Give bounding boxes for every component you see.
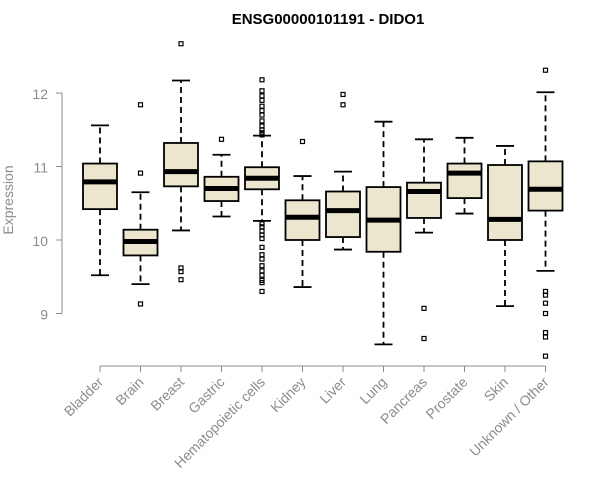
outlier-point (259, 288, 265, 295)
outlier-point (542, 310, 549, 317)
outlier-point (299, 138, 306, 145)
iqr-box (406, 181, 442, 219)
iqr-box (284, 199, 321, 241)
iqr-box (527, 160, 564, 212)
x-tick-label: Breast (147, 374, 187, 414)
outlier-point (259, 263, 265, 269)
outlier-point (137, 102, 144, 108)
outlier-point (421, 335, 427, 342)
outlier-point (259, 132, 265, 138)
iqr-box (446, 162, 483, 200)
y-tick-label: 10 (32, 233, 48, 249)
y-axis-label: Expression (0, 165, 16, 234)
outlier-point (259, 244, 265, 250)
outlier-point (542, 300, 549, 306)
x-tick-label: Kidney (267, 374, 309, 416)
box-lung (365, 120, 402, 346)
outlier-point (259, 103, 265, 109)
plot-area (82, 41, 564, 359)
outlier-point (542, 330, 549, 336)
outlier-point (259, 77, 265, 83)
outlier-point (259, 112, 265, 118)
outlier-point (259, 256, 265, 262)
x-tick-label: Brain (112, 374, 146, 408)
outlier-point (137, 170, 144, 176)
outlier-point (259, 118, 265, 124)
x-tick-label: Lung (356, 374, 389, 407)
outlier-point (259, 93, 265, 99)
outlier-point (259, 268, 265, 274)
outlier-point (178, 41, 184, 47)
outlier-point (218, 136, 225, 142)
box-unknown-other (527, 67, 564, 359)
box-skin (487, 145, 523, 308)
outlier-point (178, 277, 184, 283)
outlier-point (340, 102, 346, 108)
box-gastric (203, 136, 240, 218)
outlier-point (259, 97, 265, 103)
x-tick-label: Skin (481, 374, 512, 405)
outlier-point (137, 301, 144, 307)
outlier-point (542, 334, 549, 340)
outlier-point (259, 127, 265, 133)
outlier-point (259, 280, 265, 286)
outlier-point (259, 108, 265, 114)
box-liver (325, 91, 361, 251)
box-pancreas (406, 138, 442, 342)
iqr-box (325, 190, 361, 238)
y-axis: 9 10 11 12 (32, 86, 63, 323)
box-breast (163, 41, 199, 283)
x-tick-label: Bladder (61, 374, 107, 420)
box-brain (122, 102, 159, 307)
iqr-box (487, 164, 523, 241)
iqr-box (82, 162, 118, 211)
box-kidney (284, 138, 321, 288)
outlier-point (259, 221, 265, 227)
outlier-point (178, 269, 184, 275)
outlier-point (542, 67, 549, 73)
outlier-point (542, 353, 549, 359)
iqr-box (163, 142, 199, 188)
outlier-point (259, 252, 265, 258)
box-bladder (82, 124, 118, 277)
x-tick-label: Prostate (422, 374, 470, 422)
outlier-point (421, 305, 427, 311)
y-tick-label: 9 (40, 307, 48, 323)
outlier-point (259, 235, 265, 242)
y-tick-label: 11 (33, 160, 48, 176)
outlier-point (259, 272, 265, 278)
chart-title: ENSG00000101191 - DIDO1 (232, 11, 425, 28)
y-tick-label: 12 (32, 86, 48, 102)
outlier-point (542, 292, 549, 298)
box-prostate (446, 136, 483, 215)
outlier-point (340, 91, 346, 98)
outlier-point (259, 88, 265, 94)
x-tick-label: Liver (316, 374, 349, 407)
box-hematopoietic-cells (244, 77, 280, 295)
